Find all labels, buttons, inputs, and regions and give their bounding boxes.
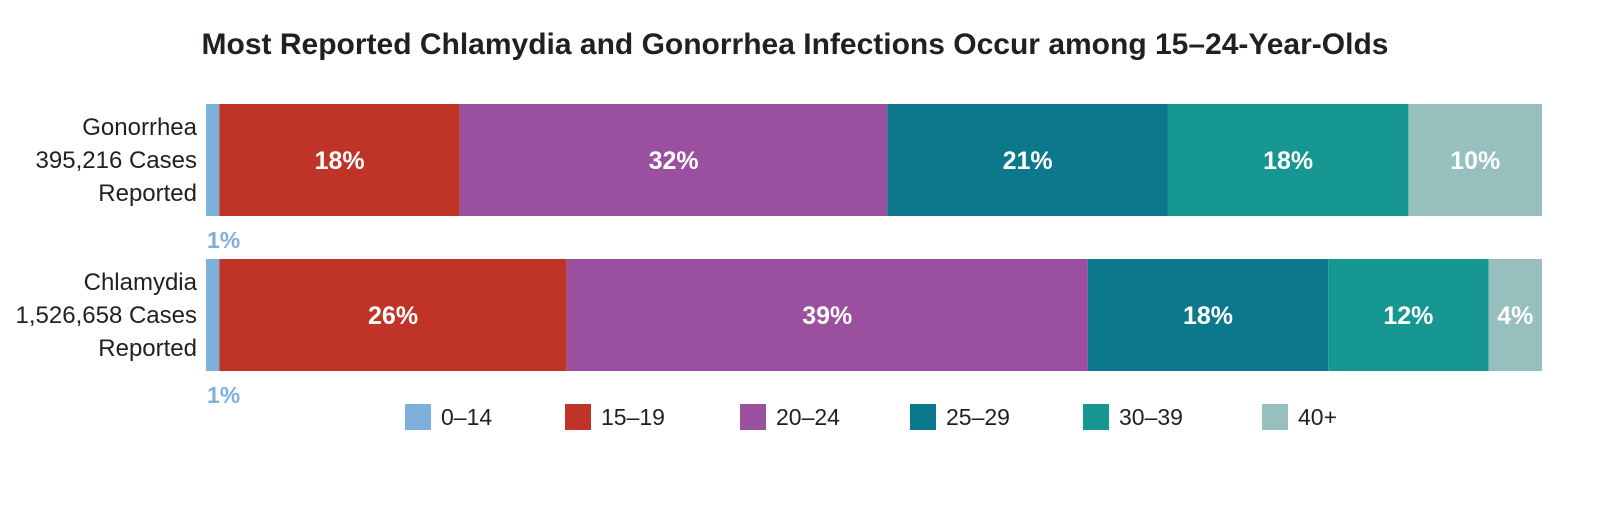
bar-segment — [1488, 259, 1542, 371]
bar-data-label: 1% — [207, 227, 240, 253]
row-label-line: Reported — [98, 335, 197, 362]
row-labels: Gonorrhea 395,216 Cases Reported Chlamydia 1… — [16, 114, 198, 362]
legend-swatch — [565, 404, 591, 430]
bar-segment — [219, 104, 460, 216]
legend-label: 25–29 — [946, 404, 1010, 430]
legend-label: 0–14 — [441, 404, 492, 430]
legend-swatch — [1262, 404, 1288, 430]
bar-data-label: 32% — [649, 147, 699, 175]
row-label-line: Gonorrhea — [82, 114, 197, 141]
bar-segment — [206, 104, 220, 216]
bar-data-label: 18% — [315, 147, 365, 175]
bar-data-label: 39% — [802, 302, 852, 330]
bar-segment — [1408, 104, 1542, 216]
bar-data-label: 10% — [1450, 147, 1500, 175]
stacked-bars: 1% 18% 32% 21% 18% 10% 1% 26% 39% 18% 12% 4% — [206, 104, 1542, 408]
bar-segment — [1328, 259, 1489, 371]
bar-data-label: 26% — [368, 302, 418, 330]
legend: 0–14 15–19 20–24 25–29 30–39 40+ — [405, 404, 1337, 430]
legend-label: 40+ — [1298, 404, 1337, 430]
legend-label: 20–24 — [776, 404, 840, 430]
legend-swatch — [740, 404, 766, 430]
bar-segment — [206, 259, 220, 371]
bar-segment — [887, 104, 1168, 216]
bar-data-label: 1% — [207, 382, 240, 408]
bar-data-label: 12% — [1383, 302, 1433, 330]
row-label-line: Reported — [98, 180, 197, 207]
bar-segment — [1087, 259, 1329, 371]
bar-data-label: 4% — [1497, 302, 1533, 330]
legend-swatch — [910, 404, 936, 430]
bar-data-label: 18% — [1263, 147, 1313, 175]
legend-swatch — [1083, 404, 1109, 430]
bar-data-label: 18% — [1183, 302, 1233, 330]
bar-segment — [219, 259, 567, 371]
bar-segment — [566, 259, 1088, 371]
row-label-line: 395,216 Cases — [36, 147, 197, 174]
row-label-line: Chlamydia — [84, 269, 198, 296]
bar-segment — [459, 104, 888, 216]
bar-segment — [1167, 104, 1409, 216]
legend-label: 15–19 — [601, 404, 665, 430]
chart-title: Most Reported Chlamydia and Gonorrhea In… — [202, 28, 1389, 61]
legend-swatch — [405, 404, 431, 430]
row-label-line: 1,526,658 Cases — [16, 302, 197, 329]
bar-data-label: 21% — [1003, 147, 1053, 175]
legend-label: 30–39 — [1119, 404, 1183, 430]
